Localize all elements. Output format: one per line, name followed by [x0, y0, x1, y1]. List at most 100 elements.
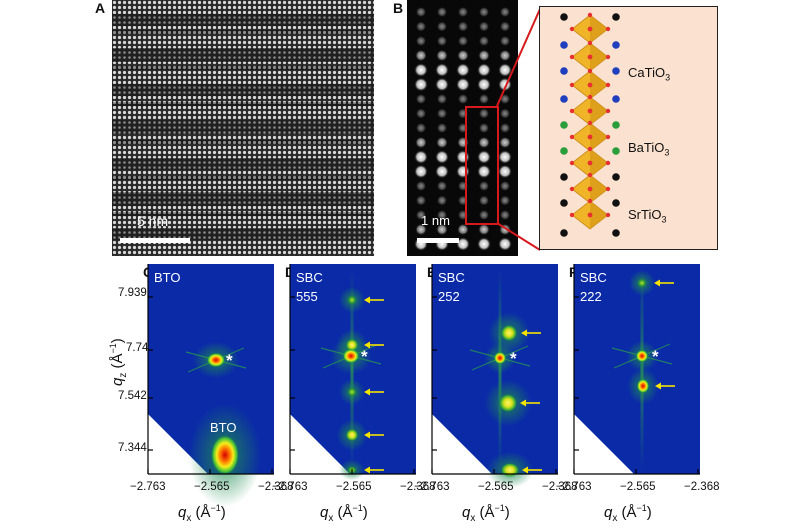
atom-column — [477, 164, 491, 179]
x-tick-label: −2.763 — [272, 481, 308, 493]
a-site-cation — [612, 199, 620, 207]
atom-column — [478, 21, 490, 32]
atom-column — [499, 35, 511, 47]
a-site-cation — [560, 95, 568, 103]
substrate-star: * — [226, 351, 233, 370]
atom-column — [415, 223, 427, 236]
atom-column — [435, 63, 449, 77]
atom-column — [414, 77, 428, 92]
layer-label-batio3: BaTiO3 — [628, 140, 670, 158]
atom-column — [456, 77, 470, 92]
x-tick-label: −2.368 — [542, 481, 578, 493]
atom-column — [478, 108, 490, 119]
rsm-panel-f: * SBC 222 — [573, 264, 700, 475]
atom-column — [436, 35, 448, 47]
rsm-panel-d: * SBC 555 — [289, 264, 416, 481]
atom-column — [436, 93, 448, 105]
y-tick-label-3: 7.542 — [118, 390, 147, 402]
atom-column — [415, 21, 427, 32]
panel-label-f: F — [569, 264, 578, 280]
panel-label-a: A — [95, 0, 106, 16]
a-site-cation — [612, 13, 620, 21]
atom-column — [415, 108, 427, 119]
atom-column — [414, 164, 428, 179]
x-tick-label: −2.368 — [400, 481, 436, 493]
sample-label: SBC — [296, 270, 323, 285]
diffraction-peak — [499, 394, 517, 412]
atom-column — [457, 6, 469, 18]
a-site-cation — [612, 95, 620, 103]
scale-bar-a — [120, 238, 190, 243]
atom-column — [456, 237, 470, 251]
diffraction-peak — [637, 379, 649, 393]
atom-column — [436, 223, 448, 236]
atom-column — [436, 49, 448, 62]
atom-column — [478, 209, 490, 221]
a-site-cation — [612, 147, 620, 155]
stem-image-large: 5 nm — [112, 0, 374, 256]
atom-column — [457, 93, 469, 105]
x-axis-title: qx (Å−1) — [178, 503, 226, 524]
atom-column — [415, 195, 427, 206]
atom-column — [457, 49, 469, 62]
atom-column — [499, 122, 511, 134]
a-site-cation — [560, 229, 568, 237]
atom-column — [499, 195, 511, 206]
rsm-panel-c: * BTO BTO — [147, 264, 274, 507]
diffraction-peak — [494, 352, 506, 364]
a-site-cation — [560, 67, 568, 75]
substrate-star: * — [652, 347, 659, 366]
atom-column — [498, 237, 512, 251]
y-tick-label-4: 7.344 — [118, 442, 147, 454]
atom-column — [499, 209, 511, 221]
scale-bar-label-b: 1 nm — [421, 213, 450, 228]
x-tick-label: −2.763 — [130, 481, 166, 493]
diffraction-peak — [501, 325, 517, 341]
atom-column — [498, 150, 512, 164]
atom-column — [478, 180, 490, 192]
atom-column — [415, 209, 427, 221]
a-site-cation — [612, 173, 620, 181]
diffraction-peak — [501, 463, 519, 477]
scale-bar-b — [417, 238, 459, 243]
a-site-cation — [560, 173, 568, 181]
x-tick-label: −2.368 — [684, 481, 720, 493]
x-tick-label: −2.565 — [620, 481, 656, 493]
atom-column — [478, 195, 490, 206]
atom-column — [477, 77, 491, 92]
a-site-cation — [612, 229, 620, 237]
atom-column — [436, 180, 448, 192]
atom-column — [478, 122, 490, 134]
a-site-cation — [560, 13, 568, 21]
atom-column — [499, 136, 511, 149]
octahedra-stack — [560, 12, 620, 237]
substrate-peak-label: BTO — [210, 420, 237, 435]
a-site-cation — [560, 121, 568, 129]
atom-column — [414, 150, 428, 164]
atom-column — [436, 122, 448, 134]
a-site-cation — [560, 199, 568, 207]
sample-label: 222 — [580, 289, 602, 304]
x-axis-title: qx (Å−1) — [604, 503, 652, 524]
diffraction-peak — [347, 295, 357, 305]
atom-column — [415, 180, 427, 192]
atom-column — [499, 6, 511, 18]
atom-column — [436, 136, 448, 149]
sample-label: 252 — [438, 289, 460, 304]
diffraction-peak — [211, 435, 239, 475]
atom-column — [477, 63, 491, 77]
atom-column — [435, 150, 449, 164]
atom-column — [499, 108, 511, 119]
atom-column — [498, 164, 512, 179]
x-tick-label: −2.368 — [258, 481, 294, 493]
x-tick-label: −2.565 — [194, 481, 230, 493]
diffraction-peak — [637, 278, 647, 288]
x-tick-label: −2.565 — [478, 481, 514, 493]
atom-column — [499, 49, 511, 62]
substrate-star: * — [361, 347, 368, 366]
panel-label-b: B — [393, 0, 404, 16]
x-axis-title: qx (Å−1) — [462, 503, 510, 524]
atom-column — [457, 35, 469, 47]
zoom-region-box — [465, 106, 499, 225]
